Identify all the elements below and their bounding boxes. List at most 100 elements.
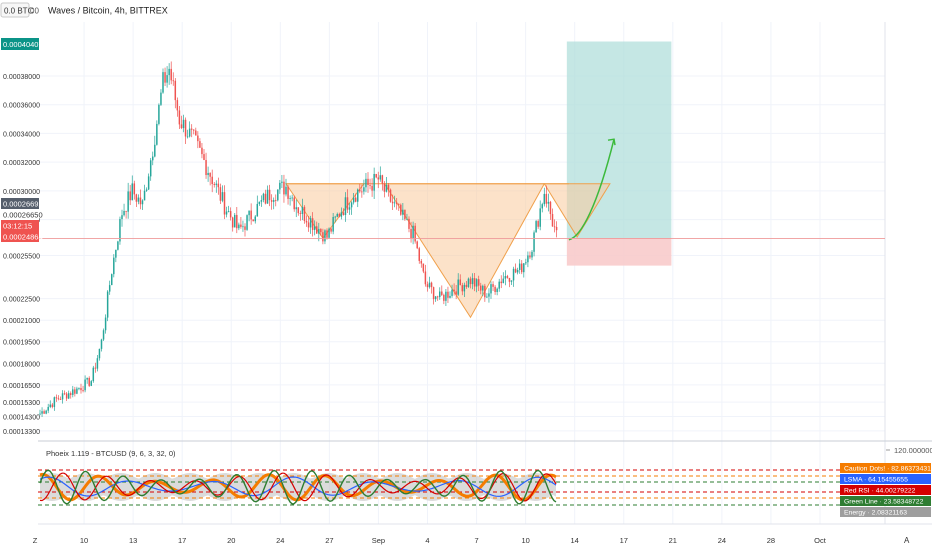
x-tick-label: 10 <box>521 536 529 545</box>
candle-body <box>482 285 484 291</box>
candle-body <box>262 193 265 201</box>
legend-tag <box>840 474 931 484</box>
candle-body <box>365 178 367 188</box>
candle-body <box>459 279 461 286</box>
candle-body <box>108 285 111 292</box>
candle-body <box>184 119 187 137</box>
oscillator-lines <box>38 469 885 506</box>
candle-body <box>137 197 140 202</box>
candle-body <box>156 123 158 145</box>
currency-badge-label: 0.0 BTC <box>4 7 34 16</box>
y-tick-label: 0.00032000 <box>3 160 40 167</box>
candle-body <box>498 281 500 289</box>
candle-body <box>240 224 242 227</box>
candle-body <box>406 218 408 220</box>
candle-body <box>264 193 267 204</box>
candle-body <box>190 128 193 130</box>
right-shoulder-triangle <box>543 183 611 238</box>
candle-body <box>400 204 402 215</box>
candle-body <box>313 226 316 230</box>
candle-body <box>270 200 273 202</box>
candle-body <box>207 172 209 176</box>
candle-body <box>535 221 537 233</box>
candle-body <box>174 80 177 101</box>
x-tick-label: 4 <box>425 536 429 545</box>
candle-body <box>518 263 521 270</box>
mid-price-tag <box>1 209 39 220</box>
candle-body <box>78 388 80 389</box>
currency-badge[interactable] <box>0 2 30 18</box>
candle-body <box>332 216 334 232</box>
x-tick-label: 10 <box>80 536 88 545</box>
candle-body <box>254 216 256 222</box>
candle-body <box>344 197 347 216</box>
candle-body <box>422 263 425 272</box>
candle-body <box>104 317 107 331</box>
candle-body <box>223 192 226 215</box>
mid-price-value: 0.00026650 <box>3 211 43 220</box>
candle-body <box>102 330 105 340</box>
candle-body <box>275 200 277 201</box>
candle-body <box>381 175 384 184</box>
candle-body <box>57 398 60 400</box>
candle-body <box>320 229 322 233</box>
candle-body <box>346 197 349 210</box>
candle-body <box>289 198 291 199</box>
candle-body <box>59 399 62 400</box>
candle-body <box>55 397 58 399</box>
candle-body <box>244 226 246 230</box>
x-tick-label: 17 <box>178 536 186 545</box>
candle-body <box>467 278 470 287</box>
candle-body <box>461 285 464 292</box>
candle-body <box>334 216 336 218</box>
candle-body <box>123 210 125 216</box>
candle-body <box>445 291 447 301</box>
legend-text: Energy · 2.08321163 <box>844 510 907 517</box>
candle-body <box>115 249 117 258</box>
legend-text: Green Line · 23.58348722 <box>844 499 924 506</box>
legend-tag <box>840 507 931 517</box>
legend-text: Caution Dots! · 82.86373431 <box>844 466 931 473</box>
candle-body <box>475 279 478 287</box>
candle-body <box>336 213 338 217</box>
candle-body <box>221 192 224 201</box>
candle-body <box>215 183 218 185</box>
candle-body <box>229 211 232 218</box>
candle-body <box>309 218 312 228</box>
candle-body <box>248 210 250 216</box>
candle-body <box>410 228 412 239</box>
candle-body <box>537 221 539 227</box>
candle-body <box>463 284 466 292</box>
candle-body <box>547 201 550 204</box>
candle-body <box>354 197 357 202</box>
price-axis-left <box>0 0 38 550</box>
candle-body <box>439 291 441 298</box>
candle-body <box>53 397 56 407</box>
candle-body <box>326 230 328 238</box>
countdown-value: 03:12:15 <box>3 222 32 231</box>
candle-body <box>385 184 388 192</box>
candle-body <box>451 289 453 296</box>
indicator-legend: Caution Dots! · 82.86373431 LSMA · 64.154… <box>840 463 931 517</box>
high-price-tag <box>1 38 39 50</box>
chart-header: 0.0 BTC 00 Waves / Bitcoin, 4h, BITTREX <box>0 2 168 18</box>
indicator-title: Phoeix 1.119 - BTCUSD (9, 6, 3, 32, 0) <box>46 449 176 458</box>
candle-body <box>512 268 515 281</box>
candle-body <box>268 189 271 201</box>
candle-body <box>193 129 195 131</box>
risk-reward-zones <box>566 41 672 266</box>
candle-body <box>90 381 92 386</box>
candle-body <box>441 291 443 295</box>
y-tick-label: 0.00036000 <box>3 103 40 110</box>
x-tick-label: 24 <box>718 536 726 545</box>
candle-body <box>166 75 168 83</box>
y-tick-label: 0.00038000 <box>3 74 40 81</box>
candle-body <box>160 92 162 105</box>
candle-body <box>430 282 433 288</box>
candle-body <box>412 225 414 239</box>
last-price-tag <box>1 198 39 209</box>
candle-body <box>363 187 365 192</box>
candle-body <box>504 276 507 279</box>
candle-body <box>359 189 361 192</box>
auto-scale-toggle[interactable]: A <box>904 536 910 545</box>
